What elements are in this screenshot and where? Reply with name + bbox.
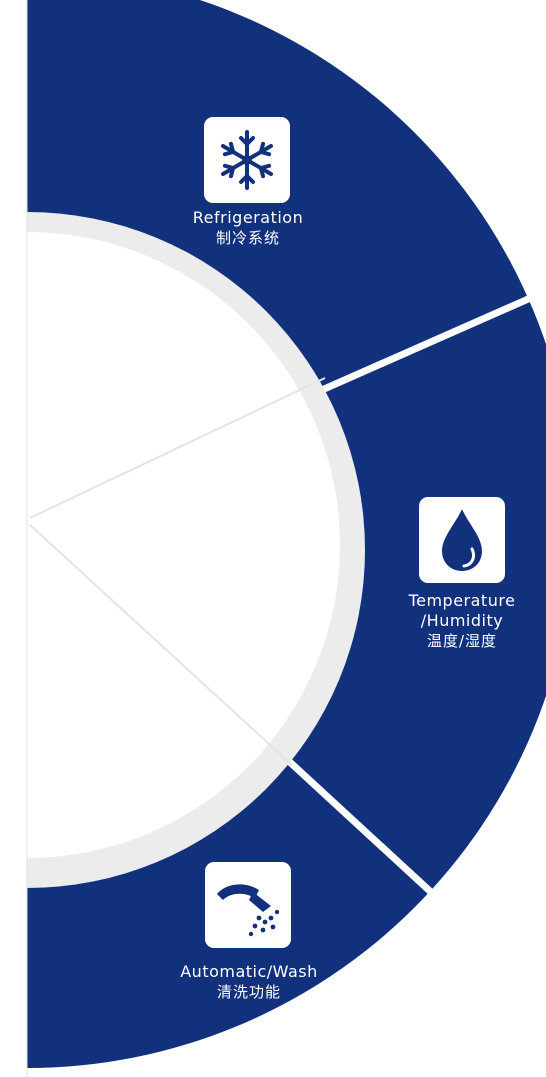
refrigeration-icon-box: [204, 117, 290, 203]
automatic-wash-icon-box: [205, 862, 291, 948]
temperature-humidity-label: Temperature /Humidity 温度/湿度: [393, 591, 531, 651]
inner-white-disc: [27, 232, 340, 858]
temperature-label-en: Temperature: [408, 591, 516, 610]
humidity-label-en: /Humidity: [420, 611, 504, 630]
inner-divider-upper: [29, 377, 326, 519]
water-drop-icon: [442, 509, 482, 571]
automatic-wash-label: Automatic/Wash 清洗功能: [164, 962, 334, 1002]
refrigeration-label: Refrigeration 制冷系统: [168, 208, 328, 248]
temperature-humidity-label-zh: 温度/湿度: [426, 632, 498, 650]
inner-divider-lower: [29, 524, 293, 766]
refrigeration-label-en: Refrigeration: [192, 208, 304, 227]
temperature-humidity-icon-box: [419, 497, 505, 583]
snowflake-icon: [221, 130, 273, 190]
automatic-wash-label-en: Automatic/Wash: [180, 962, 318, 981]
shower-icon: [217, 884, 280, 937]
automatic-wash-label-zh: 清洗功能: [216, 983, 281, 1001]
refrigeration-label-zh: 制冷系统: [215, 229, 280, 247]
